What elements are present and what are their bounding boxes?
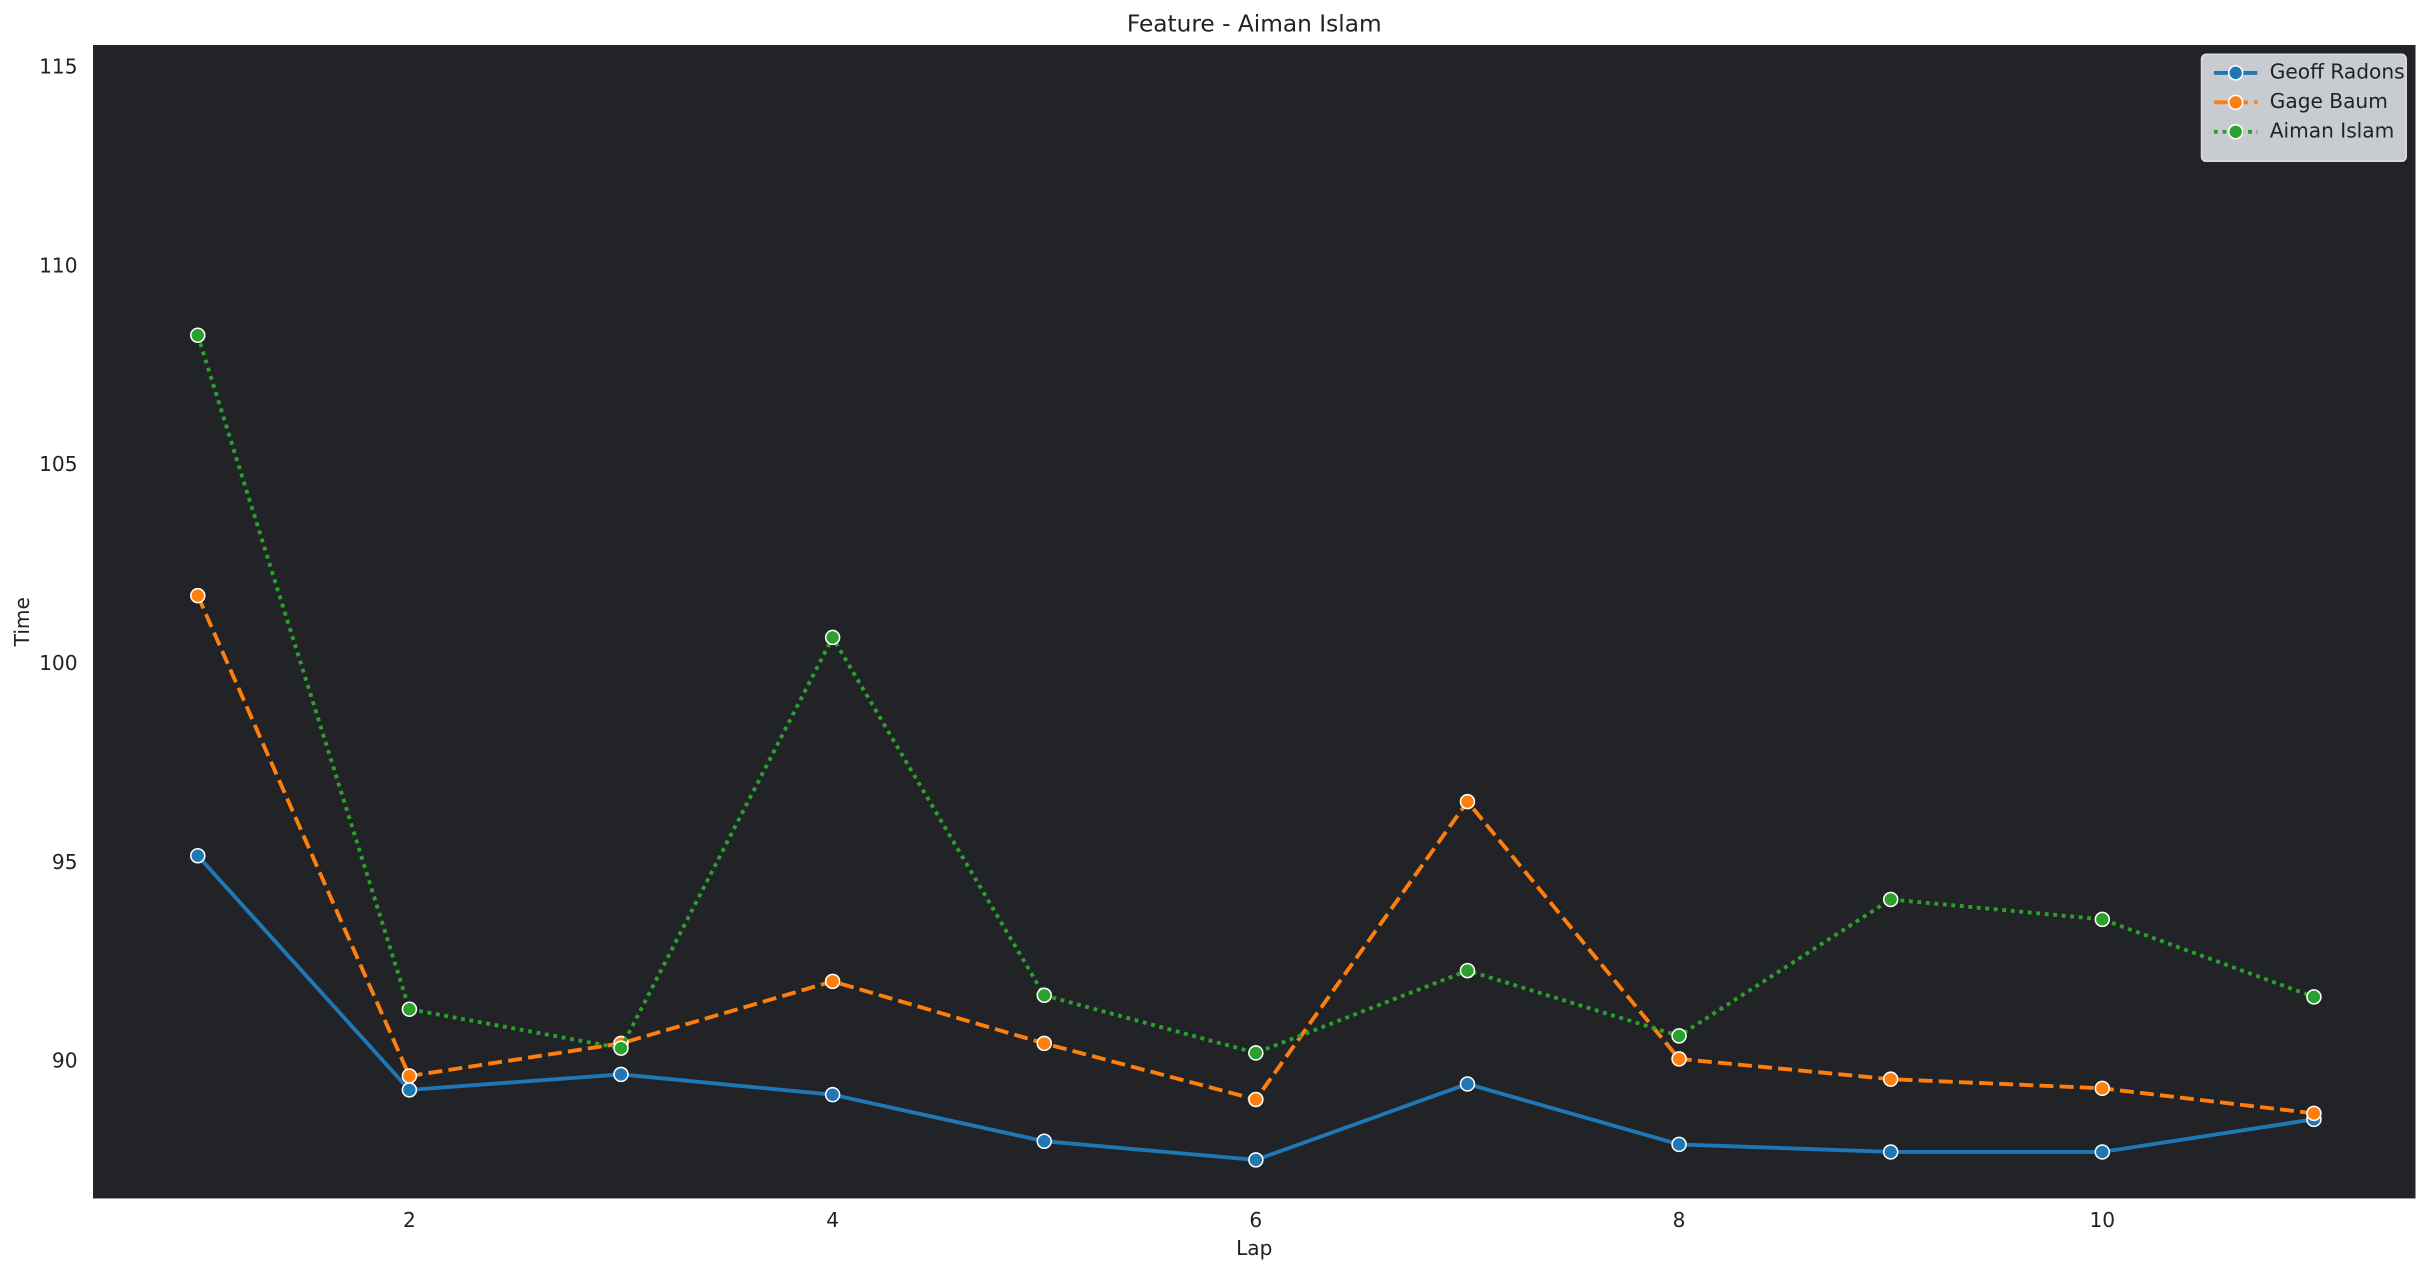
point (1671, 1051, 1687, 1067)
point (1036, 1035, 1052, 1052)
y-tick-label: 90 (52, 1049, 78, 1073)
x-tick-label: 6 (1249, 1208, 1262, 1232)
point (1459, 962, 1476, 979)
legend-marker (2227, 65, 2244, 81)
point (2094, 911, 2111, 928)
point (401, 1068, 418, 1084)
point (1036, 987, 1052, 1004)
point (1459, 1076, 1476, 1092)
point (1248, 1152, 1264, 1168)
y-axis-label: Time (10, 597, 34, 647)
point (1671, 1028, 1687, 1044)
chart-title: Feature - Aiman Islam (1127, 10, 1382, 37)
legend-label: Gage Baum (2270, 89, 2388, 113)
point (824, 973, 841, 990)
legend-marker (2227, 94, 2244, 111)
plot-area (93, 44, 2416, 1199)
point (2094, 1080, 2111, 1097)
point (190, 587, 206, 604)
point (1248, 1045, 1264, 1061)
point (1459, 793, 1476, 810)
y-tick-label: 95 (52, 850, 78, 874)
y-tick-label: 115 (39, 55, 77, 79)
point (401, 1082, 418, 1098)
point (401, 1001, 418, 1017)
point (190, 847, 206, 864)
point (1882, 1071, 1899, 1087)
legend-label: Aiman Islam (2270, 118, 2395, 142)
x-tick-label: 10 (2089, 1208, 2115, 1232)
point (1671, 1136, 1687, 1153)
point (1248, 1091, 1264, 1108)
y-tick-label: 105 (39, 452, 77, 476)
x-axis-label: Lap (1236, 1236, 1272, 1260)
point (613, 1040, 629, 1056)
legend-box (2200, 53, 2407, 163)
legend-marker (2227, 124, 2244, 140)
point (613, 1066, 629, 1083)
point (2306, 1105, 2322, 1122)
line (195, 334, 2315, 1055)
point (2306, 989, 2322, 1005)
point (1882, 1144, 1899, 1160)
y-tick-label: 110 (39, 253, 77, 277)
point (190, 327, 206, 343)
legend: Geoff Radons Gage Baum Aiman Islam (2200, 53, 2407, 163)
x-tick-label: 4 (826, 1208, 839, 1232)
point (824, 629, 841, 646)
y-tick-label: 100 (39, 651, 77, 675)
x-tick-label: 8 (1673, 1208, 1686, 1232)
point (1882, 891, 1899, 908)
point (1036, 1133, 1052, 1149)
point (2094, 1144, 2111, 1160)
legend-label: Geoff Radons (2270, 59, 2405, 83)
x-tick-label: 2 (403, 1208, 416, 1232)
point (824, 1086, 841, 1103)
